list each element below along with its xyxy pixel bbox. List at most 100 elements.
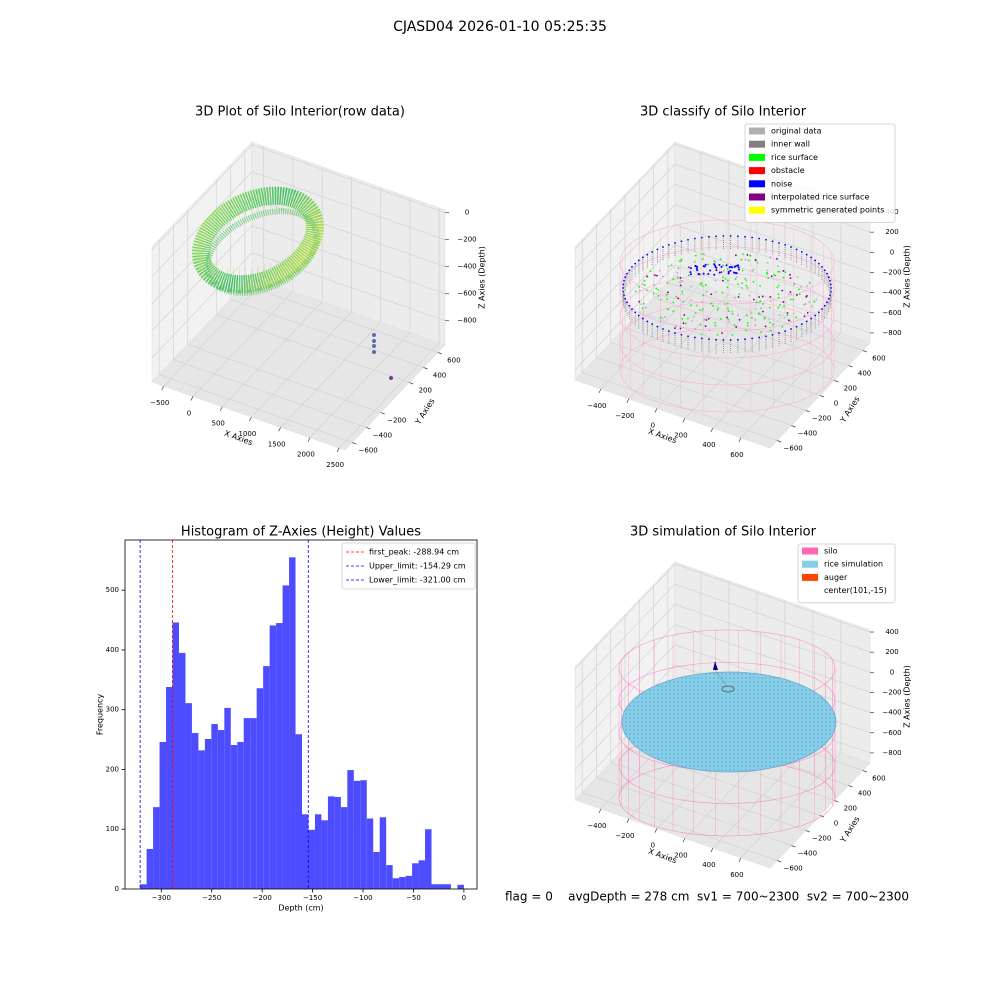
noise-point xyxy=(714,266,717,269)
rice-surface-point xyxy=(804,303,807,305)
noise-point xyxy=(623,279,625,282)
noise-point xyxy=(735,272,738,275)
x-tick-label: −50 xyxy=(406,894,421,902)
tick-mark xyxy=(710,847,714,853)
grid-line xyxy=(151,171,253,277)
noise-point xyxy=(637,259,640,262)
noise-point xyxy=(662,246,664,248)
rice-surface-point xyxy=(748,294,751,297)
outlier-point xyxy=(372,344,376,348)
rice-surface-point xyxy=(710,293,713,296)
x-tick-label: −400 xyxy=(587,402,606,410)
rice-surface-point xyxy=(793,283,795,286)
rice-surface-point xyxy=(810,305,813,308)
tick-mark xyxy=(834,380,839,383)
noise-point xyxy=(823,304,826,307)
rice-surface-point xyxy=(724,303,726,305)
rice-surface-point xyxy=(712,304,715,307)
y-tick-label: −200 xyxy=(812,415,831,423)
histogram-bar xyxy=(399,877,406,889)
noise-point xyxy=(718,271,721,274)
noise-point xyxy=(689,273,692,276)
grid-line xyxy=(674,624,871,693)
grid-line xyxy=(192,291,294,397)
tick-mark xyxy=(626,398,630,403)
tick-mark xyxy=(791,425,796,428)
histogram-bar xyxy=(457,884,464,889)
rice-surface-point xyxy=(769,300,772,303)
noise-point xyxy=(729,339,732,341)
rice-surface-point xyxy=(783,316,786,319)
noise-point xyxy=(736,235,739,238)
x-tick-label: 2000 xyxy=(297,451,315,459)
histogram-bar xyxy=(295,734,303,889)
y-tick-label: 0 xyxy=(834,400,838,408)
tick-mark xyxy=(161,385,165,391)
rice-surface-point xyxy=(728,321,731,323)
noise-point xyxy=(702,265,705,268)
rice-surface-point xyxy=(731,310,733,313)
rice-surface-point xyxy=(722,276,724,279)
noise-point xyxy=(821,308,823,311)
legend-label: interpolated rice surface xyxy=(771,193,869,202)
rice-surface-point xyxy=(772,323,774,326)
rice-surface-point xyxy=(738,293,741,296)
grid-line xyxy=(187,344,381,413)
noise-point xyxy=(729,269,732,272)
rice-surface-point xyxy=(790,293,793,295)
noise-point xyxy=(631,265,633,268)
histogram-bar xyxy=(237,741,244,889)
legend-label: auger xyxy=(824,573,848,582)
tick-mark xyxy=(682,838,686,843)
rice-surface-point xyxy=(681,317,684,320)
rice-surface-point xyxy=(661,317,664,320)
histogram-bar xyxy=(172,622,179,889)
rice-surface-point xyxy=(666,282,669,285)
y-tick-label: 600 xyxy=(872,355,885,363)
rice-surface-point xyxy=(719,258,722,261)
noise-point xyxy=(651,323,654,326)
rice-surface-point xyxy=(766,269,769,272)
noise-point xyxy=(810,317,813,320)
histogram-bar xyxy=(178,652,186,889)
histogram-bar xyxy=(166,687,173,889)
noise-point xyxy=(628,269,631,272)
rice-surface-point xyxy=(784,271,787,274)
rice-surface-point xyxy=(735,276,738,279)
grid-line xyxy=(216,314,410,383)
noise-point xyxy=(695,267,698,270)
histogram-bar xyxy=(289,557,296,889)
rice-surface-point xyxy=(634,290,637,293)
z-tick-label: 200 xyxy=(885,228,898,236)
rice-surface-point xyxy=(756,261,759,264)
y-tick-label: 200 xyxy=(106,765,119,773)
noise-point xyxy=(693,336,696,339)
noise-point xyxy=(715,338,718,341)
noise-point xyxy=(680,240,683,243)
noise-point xyxy=(765,238,767,241)
rice-surface-point xyxy=(703,318,706,321)
outlier-point xyxy=(372,339,376,343)
rice-surface-point xyxy=(731,312,734,315)
rice-surface-point xyxy=(681,280,684,283)
noise-point xyxy=(626,272,628,275)
tick-mark xyxy=(654,408,658,413)
rice-surface-point xyxy=(699,283,702,286)
noise-point xyxy=(641,317,644,320)
y-tick-label: 500 xyxy=(106,586,119,594)
grid-line xyxy=(151,144,253,250)
rice-surface-point xyxy=(694,312,697,314)
rice-surface-point xyxy=(679,281,681,284)
rice-surface-point xyxy=(679,284,682,287)
histogram-bar xyxy=(263,666,270,889)
rice-surface-point xyxy=(777,293,780,296)
noise-point xyxy=(713,263,716,266)
noise-point xyxy=(765,335,767,338)
outlier-point xyxy=(389,376,393,380)
rice-surface-point xyxy=(643,279,646,282)
rice-surface-point xyxy=(800,286,803,288)
noise-point xyxy=(805,320,808,323)
rice-surface-point xyxy=(646,289,648,292)
rice-surface-point xyxy=(665,293,667,296)
